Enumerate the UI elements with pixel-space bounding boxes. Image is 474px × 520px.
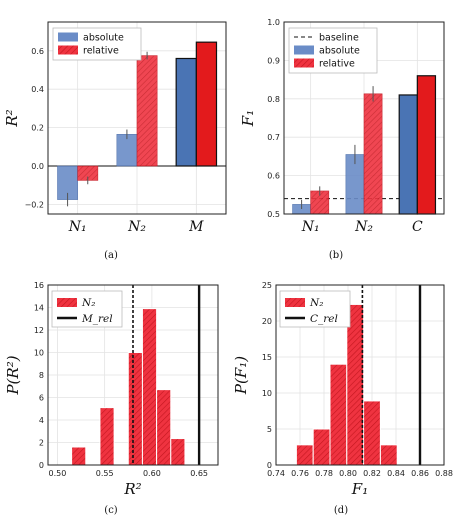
panel-d-xlabel: F₁ xyxy=(351,480,368,498)
panel-c-legend-label: N₂ xyxy=(81,297,95,309)
panel-b-solid-bar-0 xyxy=(398,94,418,215)
panel-c-xtick-label: 0.60 xyxy=(143,469,161,478)
panel-d-xtick-label: 0.76 xyxy=(291,469,309,478)
panel-a-plot-border xyxy=(47,21,227,215)
panel-d-ytick-label: 10 xyxy=(262,389,272,398)
panel-d-legend-label: N₂ xyxy=(309,297,323,309)
panel-d-ylabel: P(F₁) xyxy=(232,356,250,395)
panel-c-legend-swatch xyxy=(57,298,77,307)
panel-a-category-label: N₂ xyxy=(127,219,146,235)
panel-d-hist-bin-1 xyxy=(312,428,331,466)
panel-d-hist-bin-5 xyxy=(379,444,398,466)
panel-a-bar-relative-1 xyxy=(136,55,158,167)
panel-a-ylabel: R² xyxy=(3,109,21,127)
panel-b-ytick-label: 0.8 xyxy=(267,95,280,104)
panel-a-ytick-label: 0.6 xyxy=(31,47,44,56)
panel-c-ylabel: P(R²) xyxy=(4,355,22,395)
panel-a-solid-bar-1 xyxy=(195,41,218,167)
panel-d-plot-border xyxy=(275,284,445,466)
panel-a: −0.2 0.0 0.2 0.4 0.6 N₁ N₂ M R² absolute relative (… xyxy=(3,21,227,261)
panel-b-legend-label: relative xyxy=(319,59,355,70)
panel-d-legend-label: C_rel xyxy=(310,313,338,325)
panel-d-ytick-label: 0 xyxy=(267,461,272,470)
panel-b-legend-label: absolute xyxy=(319,46,360,57)
panel-b-ytick-label: 0.6 xyxy=(267,172,280,181)
panel-d-hist-bin-2 xyxy=(329,363,348,466)
panel-c-hist-bin-8 xyxy=(170,438,186,466)
panel-c-ytick-label: 12 xyxy=(34,326,44,335)
panel-c-xtick-label: 0.55 xyxy=(96,469,114,478)
panel-c-hist-bin-3 xyxy=(99,407,115,466)
panel-d-xtick-label: 0.84 xyxy=(387,469,405,478)
panel-d-xtick-label: 0.78 xyxy=(315,469,333,478)
panel-c-ytick-label: 8 xyxy=(39,371,44,380)
panel-c-legend-label: M_rel xyxy=(81,313,113,325)
panel-c-ytick-label: 6 xyxy=(39,394,44,403)
panel-b-ylabel: F₁ xyxy=(239,110,257,127)
panel-c-ytick-label: 0 xyxy=(39,461,44,470)
panel-b-legend-swatch xyxy=(294,58,314,68)
panel-d-hist-bin-3 xyxy=(346,303,365,466)
panel-b-ytick-label: 0.5 xyxy=(267,210,280,219)
panel-a-legend-label: relative xyxy=(83,46,119,57)
panel-b-ytick-label: 1.0 xyxy=(267,18,280,27)
panel-c-hist-bin-1 xyxy=(71,446,87,466)
panel-b-category-label: N₂ xyxy=(354,219,373,235)
panel-a-legend-label: absolute xyxy=(83,33,124,44)
panel-b-legend-swatch xyxy=(294,45,314,55)
panel-d-ytick-label: 25 xyxy=(262,281,272,290)
panel-c-ytick-label: 10 xyxy=(34,349,44,358)
panel-d-hist-bin-4 xyxy=(363,400,381,466)
panel-b-ytick-label: 0.7 xyxy=(267,133,280,142)
panel-d-ytick-label: 15 xyxy=(262,353,272,362)
panel-a-ytick-label: 0.4 xyxy=(31,85,44,94)
panel-b-category-label: C xyxy=(412,219,423,235)
panel-a-solid-bar-0 xyxy=(175,57,197,167)
panel-b-caption: (b) xyxy=(329,250,343,261)
panel-c-caption: (c) xyxy=(104,505,118,516)
panel-a-caption: (a) xyxy=(104,250,118,261)
panel-d-ytick-label: 5 xyxy=(267,425,272,434)
panel-c-hist-bin-7 xyxy=(156,389,172,466)
panel-d-xtick-label: 0.88 xyxy=(435,469,453,478)
panel-c-hist-bin-5 xyxy=(127,352,143,466)
panel-a-ytick-label: 0.0 xyxy=(31,162,44,171)
panel-a-category-label: N₁ xyxy=(68,219,87,235)
panel-d-legend xyxy=(279,290,351,328)
panel-c-xtick-label: 0.65 xyxy=(190,469,208,478)
panel-d-xtick-label: 0.82 xyxy=(363,469,381,478)
panel-a-ytick-label: −0.2 xyxy=(25,200,44,209)
panel-d-xtick-label: 0.86 xyxy=(411,469,429,478)
panel-c-ytick-label: 14 xyxy=(34,304,44,313)
panel-c-xlabel: R² xyxy=(123,480,141,498)
panel-d-xtick-label: 0.80 xyxy=(339,469,357,478)
panel-b-legend-label: baseline xyxy=(319,33,359,44)
panel-d-xtick-label: 0.74 xyxy=(267,469,285,478)
panel-c: 0 2 4 6 8 10 12 14 16 0.50 0.55 0.60 0.65 R² P(R²) N₂ M_… xyxy=(4,281,219,516)
panel-b: 0.5 0.6 0.7 0.8 0.9 1.0 N₁ N₂ C F₁ baseline absolut… xyxy=(239,18,445,261)
panel-d-hist-bin-0 xyxy=(295,444,314,466)
panel-d-caption: (d) xyxy=(334,505,348,516)
panel-d: 0 5 10 15 20 25 0.74 0.76 0.78 0.80 0.82 0.84 0.86 0.… xyxy=(232,281,453,516)
panel-d-legend-swatch xyxy=(285,298,305,307)
panel-b-plot-border xyxy=(283,21,445,215)
panel-a-category-label: M xyxy=(188,219,204,235)
panel-c-plot-border xyxy=(47,284,219,466)
panel-c-ytick-label: 2 xyxy=(39,439,44,448)
panel-c-legend xyxy=(51,290,123,328)
panel-c-ytick-label: 4 xyxy=(39,416,44,425)
panel-b-bar-relative-1 xyxy=(363,93,383,215)
panel-b-solid-bar-1 xyxy=(416,75,437,215)
panel-c-hist-bin-6 xyxy=(141,308,158,466)
panel-b-category-label: N₁ xyxy=(301,219,320,235)
panel-a-legend-swatch xyxy=(58,32,78,42)
panel-a-legend-swatch xyxy=(58,45,78,55)
panel-a-ytick-label: 0.2 xyxy=(31,124,44,133)
panel-c-ytick-label: 16 xyxy=(34,281,44,290)
panel-d-ytick-label: 20 xyxy=(262,317,272,326)
panel-b-ytick-label: 0.9 xyxy=(267,56,280,65)
panel-c-xtick-label: 0.50 xyxy=(49,469,67,478)
